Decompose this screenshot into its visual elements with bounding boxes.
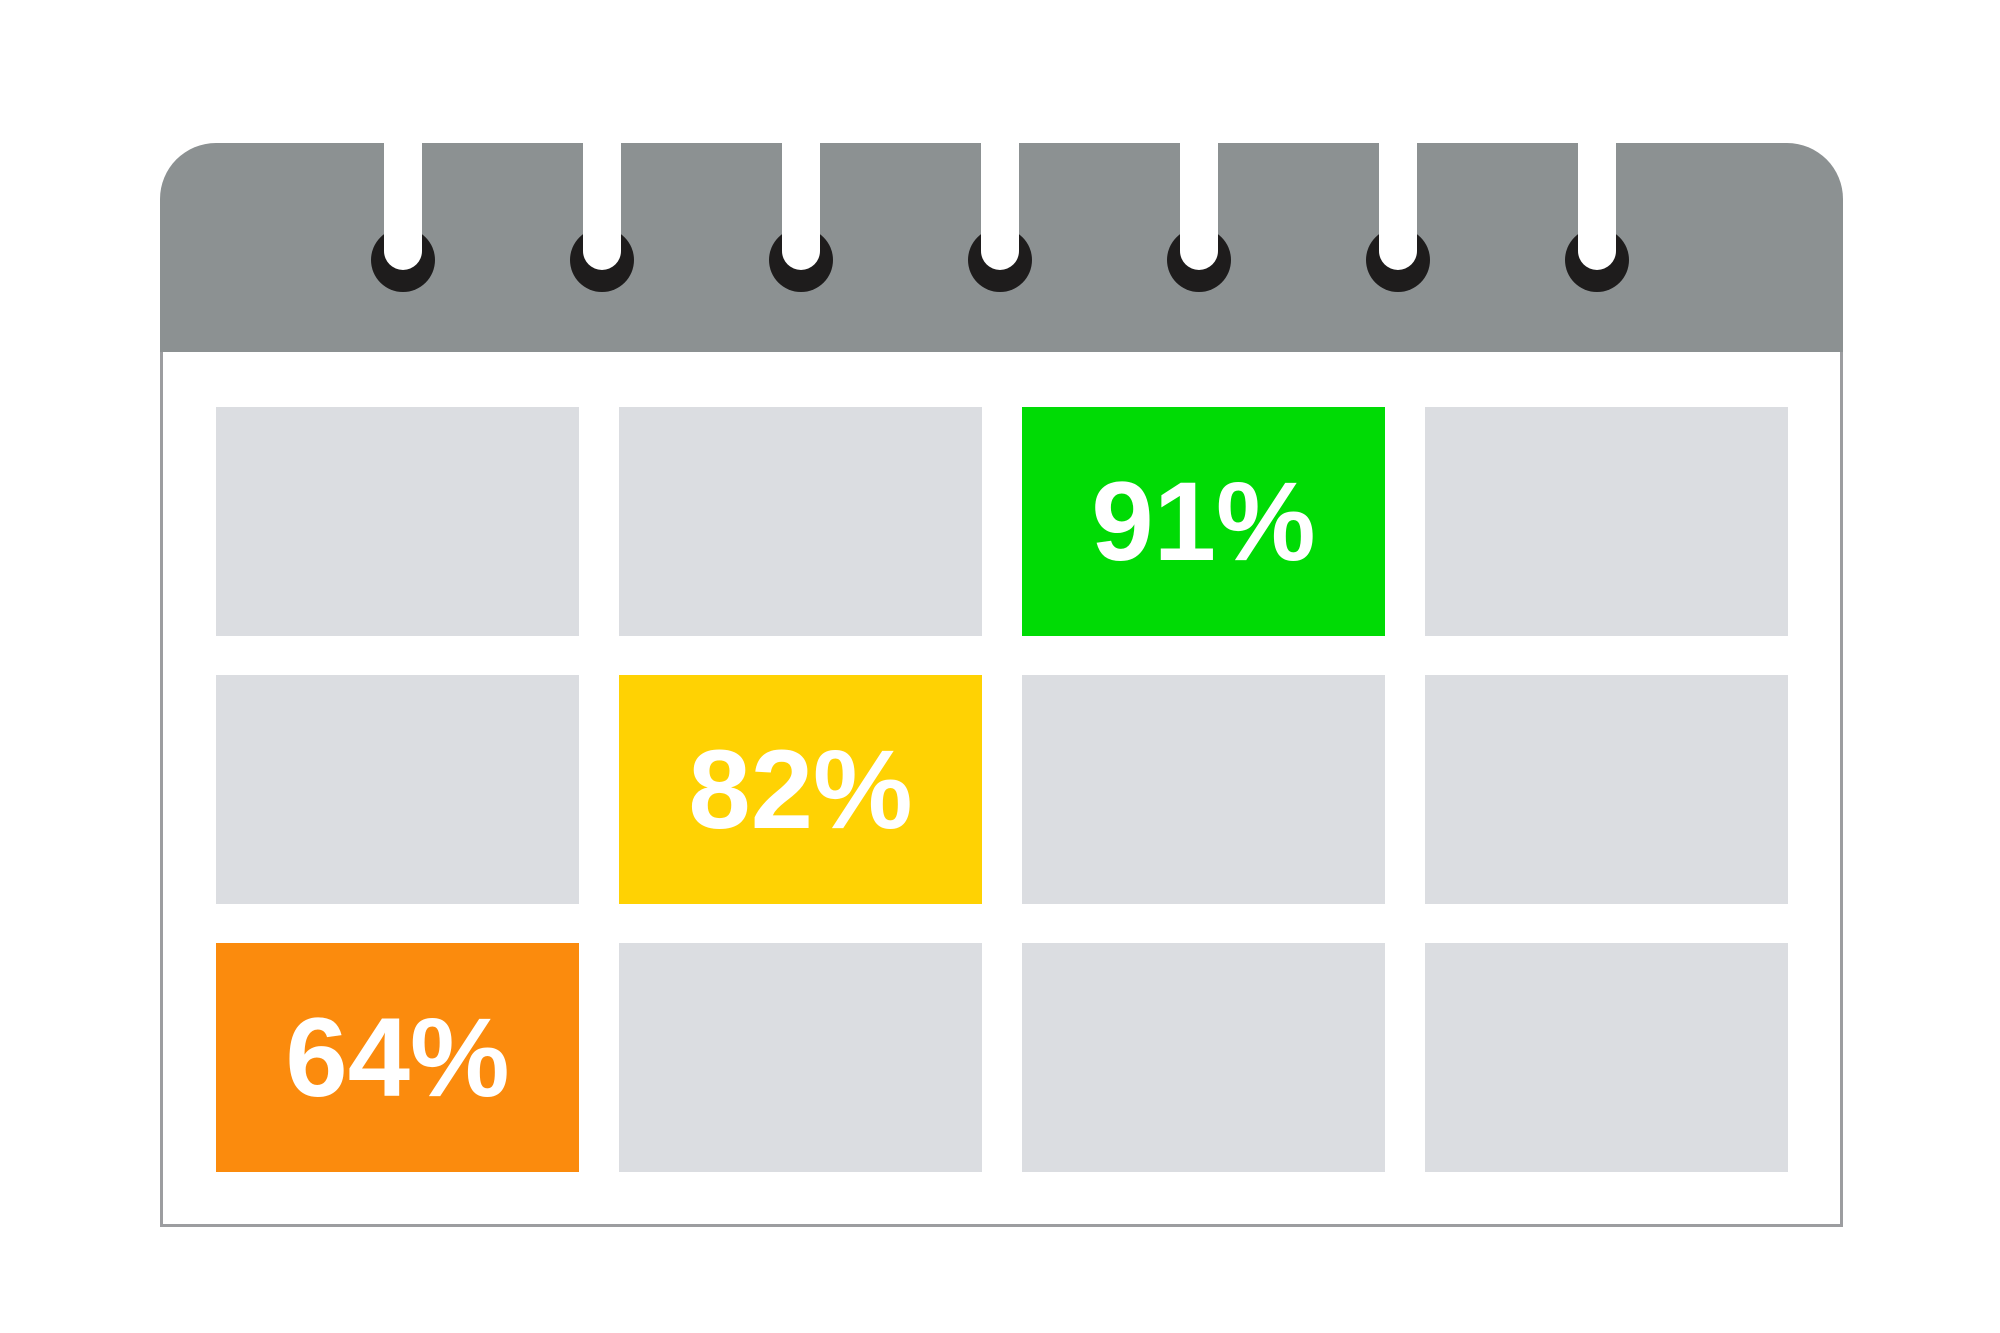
calendar-cell [1022, 943, 1385, 1172]
binder-ring [1167, 98, 1231, 292]
ring-post-icon [583, 98, 621, 270]
binder-ring [1366, 98, 1430, 292]
ring-post-icon [981, 98, 1019, 270]
ring-post-icon [384, 98, 422, 270]
ring-post-icon [1180, 98, 1218, 270]
binder-ring [769, 98, 833, 292]
binder-ring [371, 98, 435, 292]
cell-91-percent: 91% [1022, 407, 1385, 636]
calendar-cell [1022, 675, 1385, 904]
ring-post-icon [782, 98, 820, 270]
cell-label: 82% [688, 726, 913, 852]
binder-ring [1565, 98, 1629, 292]
calendar-cell [216, 407, 579, 636]
calendar-header [160, 98, 1843, 352]
calendar-body: 91% 82% 64% [160, 352, 1843, 1227]
calendar-grid: 91% 82% 64% [163, 352, 1840, 1224]
binder-rings-row [371, 98, 1629, 292]
ring-post-icon [1578, 98, 1616, 270]
calendar-cell [1425, 675, 1788, 904]
calendar-cell [1425, 407, 1788, 636]
binder-ring [570, 98, 634, 292]
cell-64-percent: 64% [216, 943, 579, 1172]
calendar-cell [216, 675, 579, 904]
calendar-cell [619, 943, 982, 1172]
cell-82-percent: 82% [619, 675, 982, 904]
ring-post-icon [1379, 98, 1417, 270]
cell-label: 91% [1091, 458, 1316, 584]
binder-ring [968, 98, 1032, 292]
calendar: 91% 82% 64% [160, 98, 1843, 1227]
cell-label: 64% [285, 994, 510, 1120]
calendar-cell [619, 407, 982, 636]
calendar-cell [1425, 943, 1788, 1172]
